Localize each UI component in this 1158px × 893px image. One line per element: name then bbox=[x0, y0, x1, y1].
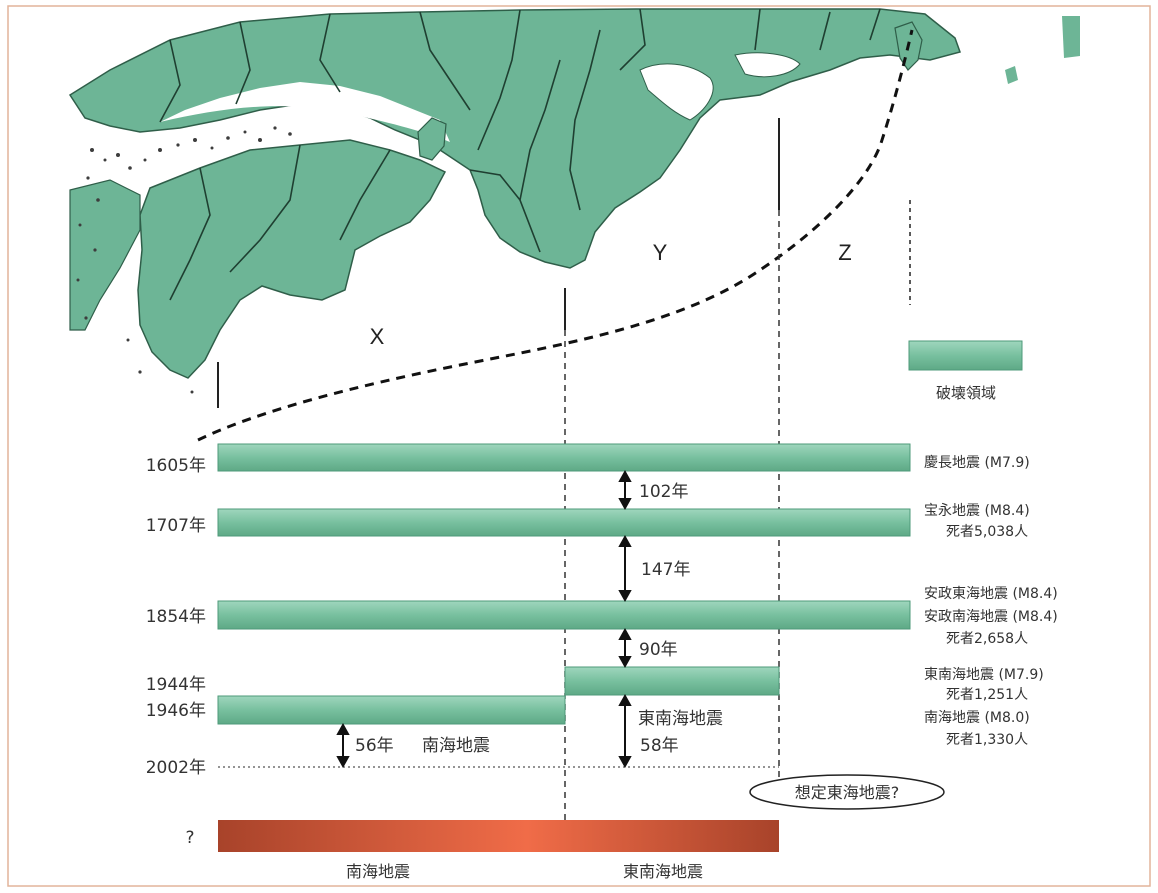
event-nankai-deaths: 死者1,330人 bbox=[946, 732, 1028, 748]
year-1944: 1944年 bbox=[146, 675, 206, 695]
future-rupture-bar bbox=[218, 820, 779, 852]
zone-z-label: Z bbox=[838, 240, 851, 265]
event-ansei-nankai: 安政南海地震 (M8.4) bbox=[924, 609, 1058, 625]
rupture-bar-1605 bbox=[217, 443, 911, 472]
event-ansei-deaths: 死者2,658人 bbox=[946, 631, 1028, 647]
event-hoei-deaths: 死者5,038人 bbox=[946, 524, 1028, 540]
year-1854: 1854年 bbox=[146, 607, 206, 627]
legend-label: 破壊領域 bbox=[936, 384, 996, 402]
interval-90: 90年 bbox=[639, 640, 678, 660]
year-2002: 2002年 bbox=[146, 758, 206, 778]
tokai-callout-bubble bbox=[749, 774, 945, 810]
bottom-label-nankai: 南海地震 bbox=[346, 862, 410, 881]
event-hoei: 宝永地震 (M8.4) bbox=[924, 503, 1030, 519]
interval-56: 56年 bbox=[355, 736, 394, 756]
event-tonankai: 東南海地震 (M7.9) bbox=[924, 667, 1044, 683]
interval-arrows bbox=[336, 469, 632, 769]
interval-147: 147年 bbox=[641, 560, 690, 580]
zone-y-label: Y bbox=[653, 240, 668, 265]
year-1946: 1946年 bbox=[146, 701, 206, 721]
nankai-gap-label: 南海地震 bbox=[422, 736, 490, 756]
tokai-callout-text: 想定東海地震? bbox=[795, 783, 900, 802]
legend-swatch bbox=[908, 340, 1023, 371]
rupture-bar-1944 bbox=[564, 666, 780, 696]
interval-58: 58年 bbox=[640, 736, 679, 756]
event-tonankai-deaths: 死者1,251人 bbox=[946, 687, 1028, 703]
year-1707: 1707年 bbox=[146, 516, 206, 536]
interval-102: 102年 bbox=[639, 482, 688, 502]
bottom-label-tonankai: 東南海地震 bbox=[623, 862, 703, 881]
rupture-bar-1707 bbox=[217, 508, 911, 537]
future-question-mark: ? bbox=[185, 828, 194, 848]
rupture-bar-1946 bbox=[217, 695, 566, 725]
event-nankai: 南海地震 (M8.0) bbox=[924, 710, 1030, 726]
coastline-map bbox=[68, 8, 1080, 394]
event-ansei-tokai: 安政東海地震 (M8.4) bbox=[924, 586, 1058, 602]
tonankai-gap-label: 東南海地震 bbox=[638, 709, 723, 729]
event-keicho: 慶長地震 (M7.9) bbox=[924, 455, 1030, 471]
rupture-bar-1854 bbox=[217, 600, 911, 630]
year-1605: 1605年 bbox=[146, 456, 206, 476]
zone-x-label: X bbox=[370, 324, 385, 349]
